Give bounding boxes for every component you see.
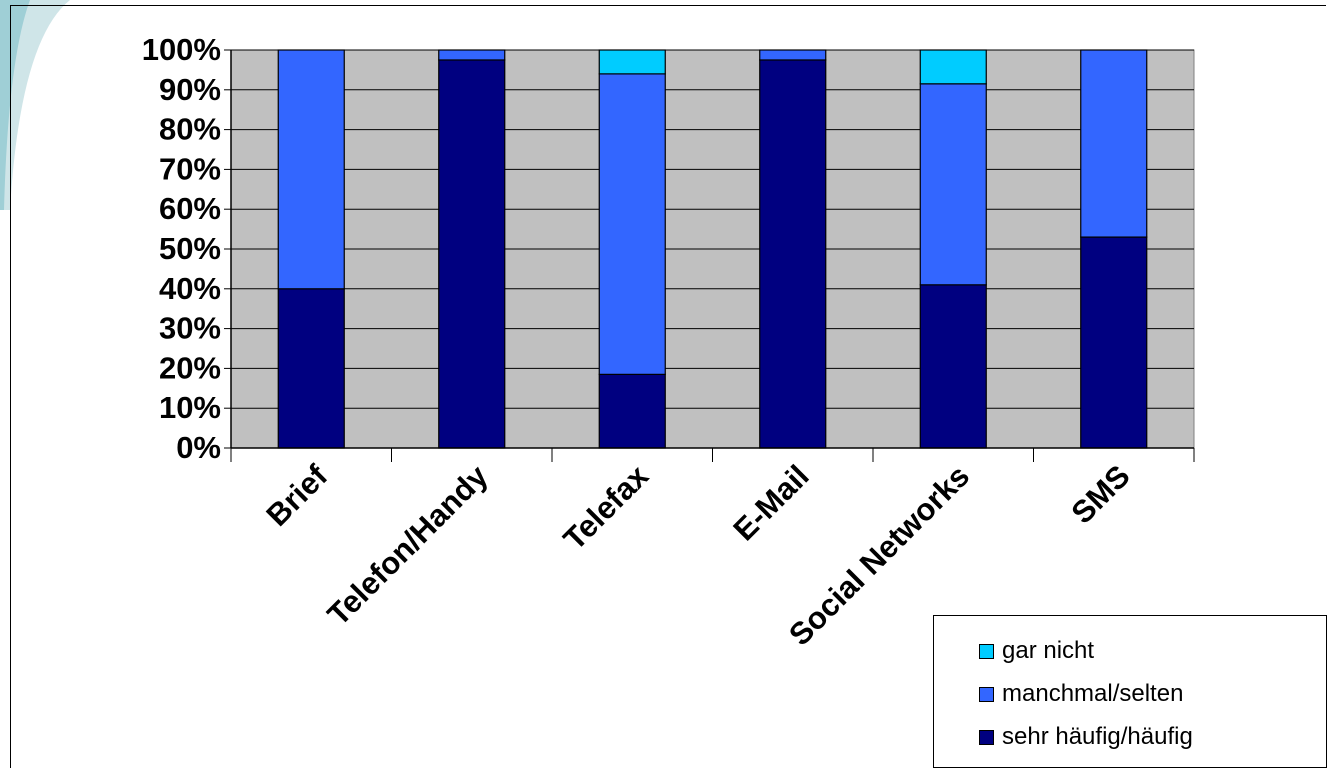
y-tick-label: 70% <box>159 151 221 186</box>
bar-segment <box>759 59 827 449</box>
legend-label: gar nicht <box>1002 637 1095 664</box>
x-tick-label: Telefax <box>557 458 656 557</box>
x-tick-label: Brief <box>260 458 335 533</box>
legend-label: sehr häufig/häufig <box>1002 723 1193 750</box>
chart-frame <box>10 5 1326 768</box>
y-tick-label: 30% <box>159 311 221 346</box>
bar-segment <box>1080 49 1148 238</box>
x-tick-label: SMS <box>1064 458 1136 530</box>
bar-segment <box>277 49 345 290</box>
y-tick-label: 40% <box>159 271 221 306</box>
bars <box>277 49 1148 449</box>
bar-segment <box>598 49 666 75</box>
y-tick-labels: 0% 10% 20% 30% 40% 50% 60% 70% 80% 90% 100% <box>142 32 221 465</box>
legend-item-manchmal-selten: manchmal/selten <box>979 679 1183 709</box>
y-tick-label: 10% <box>159 390 221 425</box>
y-tick-label: 80% <box>159 112 221 147</box>
legend-swatch <box>979 729 994 745</box>
x-tick-label: E-Mail <box>726 458 815 547</box>
x-tick-label: Telefon/Handy <box>321 458 496 633</box>
gridlines <box>231 49 1194 409</box>
y-tick-label: 90% <box>159 72 221 107</box>
axes <box>224 49 1195 462</box>
legend-label: manchmal/selten <box>1002 680 1184 707</box>
bar-segment <box>598 73 666 375</box>
legend-swatch <box>979 686 994 702</box>
bar-segment <box>438 59 506 449</box>
y-tick-label: 60% <box>159 191 221 226</box>
bar-segment <box>598 373 666 449</box>
y-tick-label: 100% <box>142 32 221 67</box>
legend-item-gar-nicht: gar nicht <box>979 636 1094 666</box>
y-tick-label: 0% <box>176 430 221 465</box>
y-tick-label: 20% <box>159 350 221 385</box>
legend: gar nicht manchmal/selten sehr häufig/hä… <box>933 615 1327 768</box>
bar-segment <box>438 49 506 61</box>
y-tick-label: 50% <box>159 231 221 266</box>
bar-segment <box>919 49 987 85</box>
legend-item-sehr-haeufig: sehr häufig/häufig <box>979 722 1193 752</box>
bar-segment <box>277 288 345 449</box>
slide-corner-decoration <box>0 0 70 210</box>
bar-segment <box>919 83 987 286</box>
bar-segment <box>759 49 827 61</box>
legend-swatch <box>979 643 994 659</box>
bar-segment <box>1080 236 1148 449</box>
bar-segment <box>919 284 987 449</box>
